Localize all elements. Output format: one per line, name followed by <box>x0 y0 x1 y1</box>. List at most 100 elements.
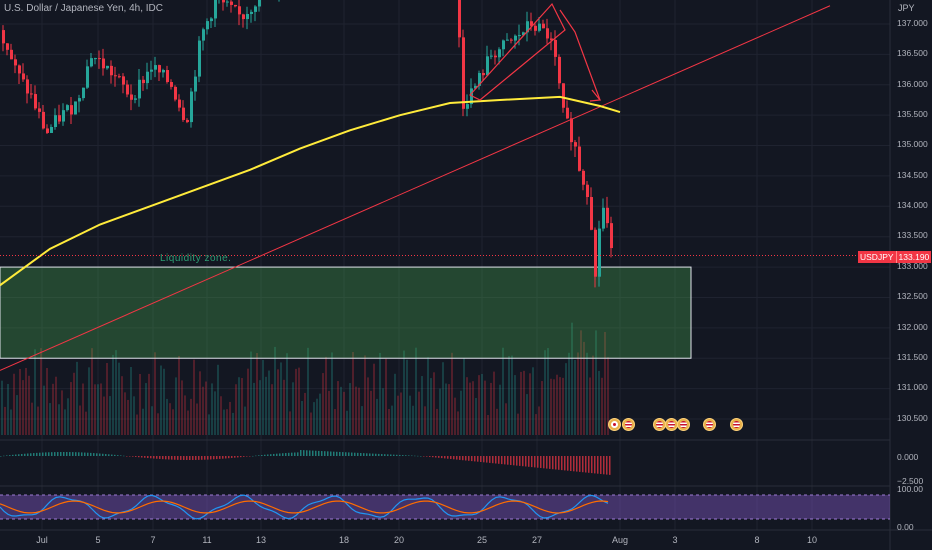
time-tick: 13 <box>255 535 267 545</box>
time-tick: 8 <box>754 535 760 545</box>
macd-histogram-bar <box>15 454 17 456</box>
candle-body <box>42 111 45 129</box>
candle-body <box>466 104 469 109</box>
macd-histogram-bar <box>300 450 302 456</box>
macd-histogram-bar <box>432 456 434 458</box>
volume-bar <box>22 380 24 435</box>
macd-histogram-bar <box>24 453 26 456</box>
candle-body <box>514 35 517 41</box>
volume-bar <box>238 377 240 435</box>
macd-histogram-bar <box>162 456 164 460</box>
candle-body <box>94 58 97 60</box>
time-tick: 10 <box>806 535 818 545</box>
volume-bar <box>64 409 66 435</box>
volume-bar <box>196 403 198 435</box>
macd-histogram-bar <box>390 454 392 456</box>
volume-bar <box>214 391 216 435</box>
candle-body <box>46 128 49 133</box>
macd-histogram-bar <box>285 453 287 456</box>
volume-bar <box>397 395 399 435</box>
volume-bar <box>325 356 327 435</box>
macd-histogram-bar <box>576 456 578 472</box>
candle-body <box>566 107 569 119</box>
volume-bar <box>145 383 147 435</box>
volume-bar <box>208 414 210 435</box>
us-flag-icon[interactable] <box>677 418 690 431</box>
macd-histogram-bar <box>369 453 371 456</box>
macd-histogram-bar <box>81 452 83 456</box>
volume-bar <box>253 382 255 435</box>
macd-histogram-bar <box>27 453 29 456</box>
price-tick: 134.000 <box>897 200 928 210</box>
macd-histogram-bar <box>582 456 584 473</box>
us-flag-icon[interactable] <box>730 418 743 431</box>
volume-bar <box>316 398 318 435</box>
volume-bar <box>139 373 141 435</box>
macd-histogram-bar <box>249 456 251 457</box>
volume-bar <box>379 352 381 435</box>
macd-histogram-bar <box>498 456 500 464</box>
candle-body <box>2 30 5 44</box>
symbol-title[interactable]: U.S. Dollar / Japanese Yen, 4h, IDC <box>4 3 163 14</box>
macd-histogram-bar <box>435 456 437 458</box>
volume-bar <box>217 364 219 435</box>
macd-histogram-bar <box>351 452 353 456</box>
jp-flag-icon[interactable] <box>608 418 621 431</box>
volume-bar <box>520 371 522 435</box>
us-flag-icon[interactable] <box>703 418 716 431</box>
macd-histogram-bar <box>216 456 218 460</box>
macd-histogram-bar <box>93 453 95 456</box>
macd-histogram-bar <box>384 454 386 456</box>
time-tick: 3 <box>672 535 678 545</box>
macd-histogram-bar <box>150 456 152 459</box>
macd-histogram-bar <box>342 452 344 456</box>
volume-bar <box>160 365 162 435</box>
macd-histogram-bar <box>18 454 20 456</box>
time-tick: 5 <box>95 535 101 545</box>
volume-bar <box>307 347 309 435</box>
time-tick: Aug <box>611 535 629 545</box>
volume-bar <box>526 394 528 435</box>
candle-body <box>170 82 173 87</box>
candle-body <box>534 25 537 31</box>
volume-bar <box>553 379 555 435</box>
candle-body <box>182 107 185 120</box>
macd-histogram-bar <box>153 456 155 459</box>
macd-histogram-bar <box>609 456 611 475</box>
macd-histogram-bar <box>171 456 173 460</box>
macd-histogram-bar <box>552 456 554 470</box>
macd-histogram-bar <box>363 453 365 456</box>
volume-bar <box>220 396 222 435</box>
volume-bar <box>31 402 33 435</box>
macd-histogram-bar <box>411 455 413 457</box>
macd-histogram-bar <box>180 456 182 460</box>
candle-body <box>226 1 229 3</box>
volume-bar <box>592 355 594 435</box>
rsi-pane <box>0 494 890 520</box>
macd-histogram-bar <box>99 453 101 456</box>
price-tick: 130.500 <box>897 413 928 423</box>
macd-histogram-bar <box>345 452 347 456</box>
candle-body <box>526 21 529 33</box>
macd-histogram-bar <box>63 452 65 456</box>
us-flag-icon[interactable] <box>622 418 635 431</box>
macd-histogram-bar <box>36 452 38 456</box>
volume-bar <box>346 410 348 435</box>
volume-bar <box>373 363 375 435</box>
volume-bar <box>445 383 447 435</box>
volume-bar <box>256 352 258 435</box>
macd-histogram-bar <box>333 451 335 456</box>
volume-bar <box>535 414 537 435</box>
macd-histogram-bar <box>357 452 359 456</box>
volume-bar <box>349 383 351 435</box>
macd-histogram-bar <box>210 456 212 460</box>
volume-bar <box>259 380 261 435</box>
macd-histogram-bar <box>567 456 569 471</box>
macd-histogram-bar <box>510 456 512 465</box>
volume-bar <box>451 352 453 435</box>
candle-body <box>502 40 505 50</box>
volume-bar <box>115 350 117 435</box>
volume-bar <box>583 341 585 435</box>
volume-bar <box>250 351 252 435</box>
